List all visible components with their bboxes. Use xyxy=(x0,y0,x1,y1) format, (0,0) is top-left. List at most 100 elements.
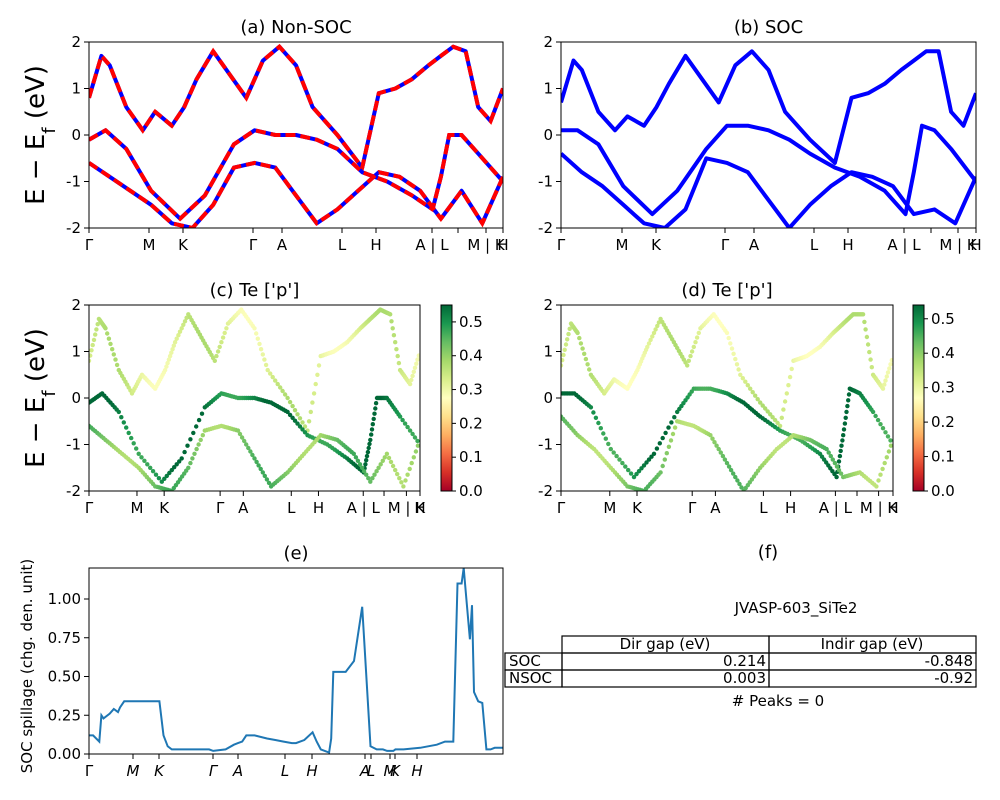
projection-point xyxy=(252,456,257,461)
projection-point xyxy=(369,427,375,432)
projection-point xyxy=(614,453,619,459)
projection-point xyxy=(841,427,847,432)
projection-point xyxy=(169,350,174,355)
y-tick-label: 1 xyxy=(71,343,81,361)
projection-point xyxy=(686,358,691,363)
projection-point xyxy=(726,464,732,469)
projection-point xyxy=(192,451,197,456)
projection-point xyxy=(308,409,313,415)
y-tick-label: 2 xyxy=(543,296,553,314)
projection-point xyxy=(694,335,700,340)
projection-point xyxy=(718,450,723,455)
x-tick-label: A xyxy=(710,499,721,517)
projection-point xyxy=(846,392,852,397)
projection-point xyxy=(660,435,665,441)
projection-point xyxy=(655,323,660,329)
x-tick-label: H xyxy=(306,762,317,780)
projection-point xyxy=(179,456,184,461)
projection-point xyxy=(646,341,652,346)
x-tick-label: Γ xyxy=(249,236,258,254)
panel-e-title: (e) xyxy=(283,543,308,564)
x-tick-label: K xyxy=(651,236,662,254)
projection-point xyxy=(731,351,736,356)
colorbar xyxy=(912,304,925,492)
projection-point xyxy=(295,412,300,417)
projection-point xyxy=(103,326,108,331)
y-tick-label: 2 xyxy=(71,33,81,51)
projection-point xyxy=(873,413,878,419)
projection-point xyxy=(393,467,398,473)
projection-point xyxy=(883,430,888,435)
projection-point xyxy=(782,399,788,404)
projection-point xyxy=(888,443,893,448)
projection-point xyxy=(363,462,368,467)
colorbar-tick-label: 0.2 xyxy=(931,413,955,431)
projection-point xyxy=(410,373,415,379)
projection-point xyxy=(867,349,872,355)
y-tick-label: 0 xyxy=(71,126,81,144)
projection-point xyxy=(784,391,789,396)
projection-point xyxy=(179,326,184,331)
y-tick-label: -1 xyxy=(538,436,553,454)
projection-point xyxy=(824,446,829,452)
projection-point xyxy=(239,435,245,440)
projection-point xyxy=(124,425,129,430)
projection-point xyxy=(407,381,413,387)
colorbar-tick-label: 0.3 xyxy=(931,379,955,397)
projection-point xyxy=(583,356,589,362)
projection-point xyxy=(636,469,642,474)
band-line-nsoc xyxy=(89,43,503,173)
projection-point xyxy=(394,347,399,352)
projection-point xyxy=(389,319,394,324)
x-tick-label: M | K xyxy=(467,236,506,254)
projection-point xyxy=(114,362,120,368)
x-tick-label: Γ xyxy=(688,499,697,517)
band-line-soc xyxy=(561,49,976,165)
table-cell-nsoc-dir: 0.003 xyxy=(723,669,766,687)
projection-point xyxy=(738,372,743,377)
y-tick-label: 0.00 xyxy=(48,745,81,763)
y-tick-label: -2 xyxy=(538,482,553,500)
projection-point xyxy=(254,459,259,465)
x-tick-label: M xyxy=(143,236,156,254)
projection-point xyxy=(136,451,141,456)
projection-point xyxy=(837,453,843,459)
projection-point xyxy=(775,420,780,426)
projection-point xyxy=(649,454,654,459)
projection-point xyxy=(720,453,726,459)
projection-point xyxy=(415,438,420,444)
projection-point xyxy=(159,479,164,484)
projection-point xyxy=(169,467,174,473)
projection-point xyxy=(884,455,889,460)
projection-point xyxy=(366,445,371,451)
projection-point xyxy=(376,465,381,470)
table-header-dir-gap: Dir gap (eV) xyxy=(620,635,711,653)
projection-point xyxy=(369,432,374,437)
projection-point xyxy=(156,476,162,481)
x-tick-label: H xyxy=(497,236,508,254)
table-header-indir-gap: Indir gap (eV) xyxy=(821,635,924,653)
projection-point xyxy=(878,472,883,477)
projection-point xyxy=(254,331,259,336)
projection-point xyxy=(561,363,564,368)
projection-point xyxy=(689,349,695,354)
x-tick-label: M xyxy=(127,762,140,780)
projection-point xyxy=(403,478,408,483)
projection-point xyxy=(650,334,655,339)
projection-point xyxy=(285,395,290,401)
projection-point xyxy=(262,473,267,479)
colorbar xyxy=(440,304,453,492)
projection-point xyxy=(374,469,379,474)
projection-point xyxy=(787,374,793,380)
projection-point xyxy=(390,463,396,469)
projection-point xyxy=(126,430,131,436)
projection-point xyxy=(869,365,874,370)
band-line-soc xyxy=(561,152,976,228)
projection-point xyxy=(258,466,263,472)
x-tick-label: M xyxy=(616,236,629,254)
projection-point xyxy=(862,319,867,325)
projection-point xyxy=(733,356,738,362)
projection-point xyxy=(874,484,879,489)
projection-point xyxy=(664,451,669,456)
projection-point xyxy=(830,457,835,462)
